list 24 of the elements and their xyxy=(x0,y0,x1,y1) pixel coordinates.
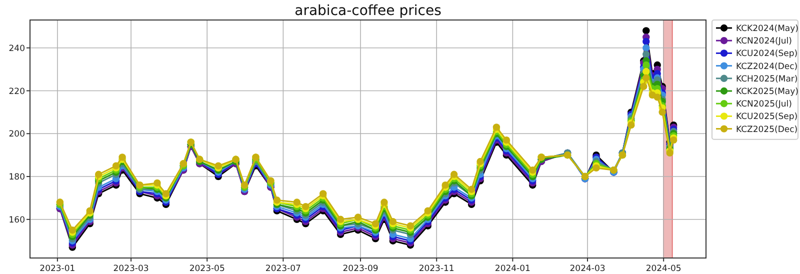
legend-label: KCK2025(May) xyxy=(736,87,798,97)
x-tick-label: 2023-01 xyxy=(40,264,76,274)
x-tick-label: 2024-03 xyxy=(570,264,606,274)
legend-label: KCU2024(Sep) xyxy=(736,49,798,60)
y-tick-label: 220 xyxy=(8,86,25,97)
x-tick-label: 2024-05 xyxy=(646,264,682,274)
y-tick-label: 200 xyxy=(8,130,25,140)
y-tick-label: 240 xyxy=(8,44,25,54)
x-tick-label: 2024-01 xyxy=(494,264,530,274)
legend-label: KCU2025(Sep) xyxy=(736,112,798,122)
x-tick-label: 2023-03 xyxy=(113,264,149,274)
x-tick-label: 2023-09 xyxy=(342,264,378,274)
x-tick-label: 2023-11 xyxy=(418,264,454,274)
legend-label: KCK2024(May) xyxy=(736,24,798,34)
legend-label: KCZ2025(Dec) xyxy=(736,124,798,135)
legend-label: KCN2025(Jul) xyxy=(736,100,792,110)
chart-title: arabica-coffee prices xyxy=(294,3,442,19)
x-tick-label: 2023-07 xyxy=(265,264,301,274)
x-tick-label: 2023-05 xyxy=(189,264,225,274)
y-tick-label: 160 xyxy=(8,215,25,226)
legend-label: KCZ2024(Dec) xyxy=(736,62,798,72)
legend-label: KCN2024(Jul) xyxy=(736,36,792,47)
y-tick-label: 180 xyxy=(8,172,25,183)
legend-label: KCH2025(Mar) xyxy=(736,74,798,84)
